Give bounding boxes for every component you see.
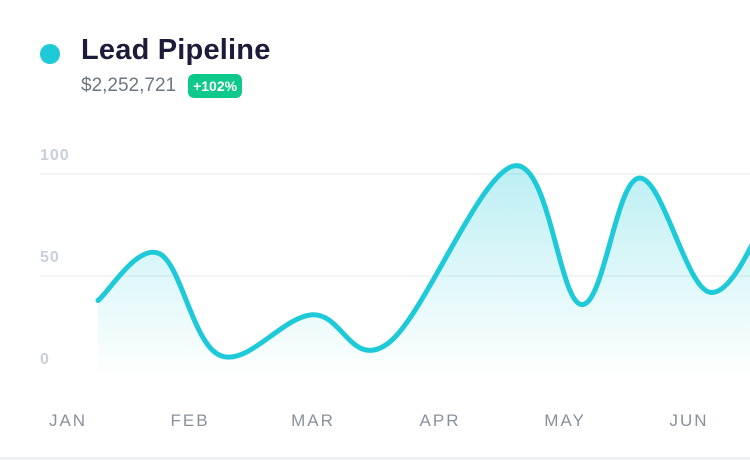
series-area-fill	[98, 165, 750, 378]
x-tick-label-jan: JAN	[49, 411, 87, 430]
x-tick-label-may: MAY	[544, 411, 586, 430]
chart-title: Lead Pipeline	[81, 34, 271, 66]
series-line	[95, 163, 750, 360]
y-tick-label-0: 0	[40, 351, 50, 368]
y-tick-label-100: 100	[40, 147, 70, 164]
y-tick-label-50: 50	[40, 249, 60, 266]
series-legend-dot	[40, 44, 60, 64]
x-tick-label-apr: APR	[420, 411, 461, 430]
card-divider	[0, 457, 750, 460]
x-tick-label-mar: MAR	[291, 411, 335, 430]
growth-badge: +102%	[188, 74, 243, 98]
summary-row: $2,252,721 +102%	[81, 74, 243, 98]
x-tick-label-jun: JUN	[669, 411, 708, 430]
pipeline-total: $2,252,721	[81, 75, 177, 96]
x-tick-label-feb: FEB	[170, 411, 209, 430]
